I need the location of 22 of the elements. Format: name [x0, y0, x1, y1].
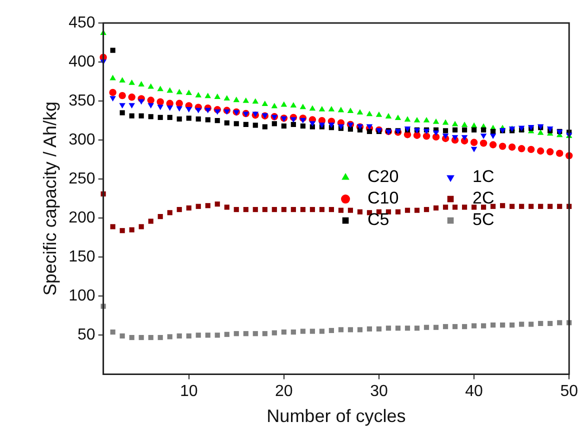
- x-tick-label: 40: [465, 383, 484, 400]
- y-axis-title: Specific capacity / Ah/kg: [40, 102, 60, 296]
- y-tick-label: 50: [78, 326, 96, 344]
- x-tick-label: 20: [275, 383, 293, 400]
- y-tick-label: 450: [68, 14, 96, 32]
- y-tick-label: 100: [68, 288, 96, 305]
- legend-label: C10: [368, 188, 399, 208]
- legend-label: 2C: [472, 188, 494, 208]
- x-tick-label: 10: [180, 383, 198, 400]
- y-tick-label: 250: [68, 170, 96, 188]
- x-tick-label: 30: [370, 383, 388, 400]
- y-tick-label: 350: [68, 92, 96, 110]
- legend-label: C20: [368, 167, 399, 186]
- y-tick-label: 200: [68, 210, 96, 227]
- x-axis-title: Number of cycles: [266, 406, 406, 426]
- y-tick-label: 150: [68, 248, 96, 266]
- legend-label: 5C: [472, 210, 494, 230]
- y-tick-label: 400: [68, 53, 96, 70]
- x-tick-label: 50: [560, 383, 578, 400]
- legend-label: C5: [368, 210, 390, 230]
- legend-label: 1C: [472, 167, 494, 186]
- y-tick-label: 300: [68, 131, 96, 148]
